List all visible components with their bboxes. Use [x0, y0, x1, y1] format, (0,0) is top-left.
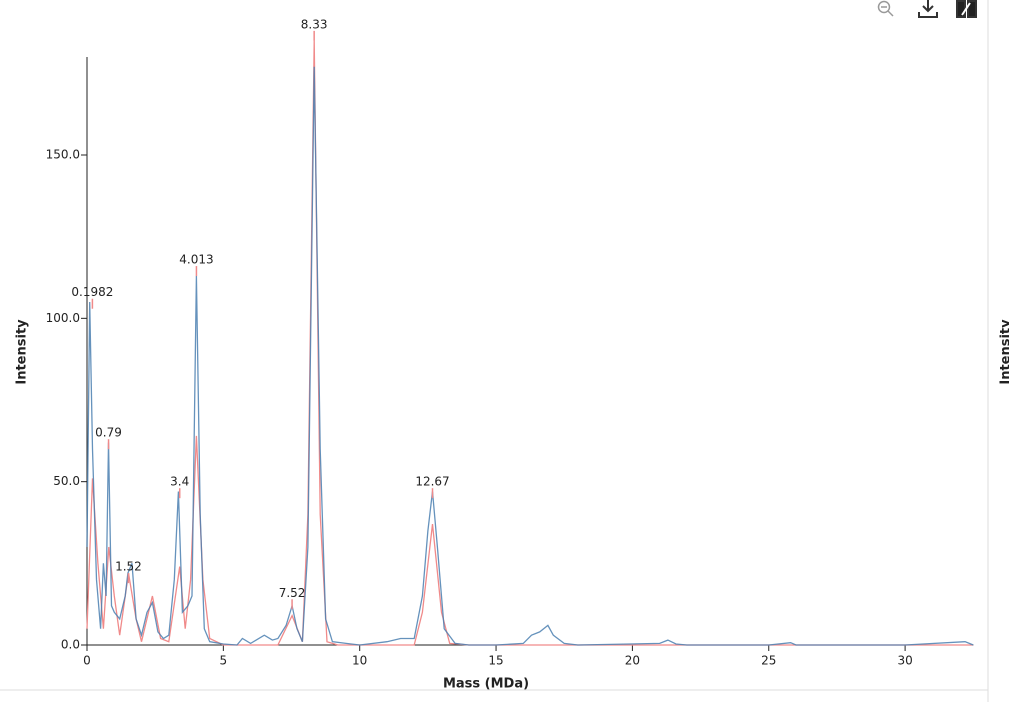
x-tick-label: 25	[761, 654, 776, 668]
toolbar[interactable]	[877, 0, 977, 18]
x-tick-label: 20	[625, 654, 640, 668]
y-axis-title: Intensity	[15, 319, 30, 385]
peak-label: 3.4	[170, 475, 189, 489]
x-tick-label: 30	[897, 654, 912, 668]
y-tick-label: 100.0	[46, 311, 80, 325]
peak-label: 0.79	[95, 426, 122, 440]
peak-label: 1.52	[115, 560, 142, 574]
y-tick-label: 50.0	[53, 474, 80, 488]
y-tick-label: 0.0	[61, 638, 80, 652]
peak-label: 7.52	[279, 586, 306, 600]
series-line	[86, 40, 974, 646]
x-tick-label: 0	[83, 654, 91, 668]
x-tick-label: 10	[352, 654, 367, 668]
x-axis-title: Mass (MDa)	[443, 677, 529, 692]
peak-label: 0.1982	[71, 285, 113, 299]
peak-label: 8.33	[301, 17, 328, 31]
adjacent-axis-title: Intensity	[999, 319, 1009, 385]
x-tick-label: 5	[220, 654, 228, 668]
x-tick-label: 15	[488, 654, 503, 668]
peak-label: 12.67	[415, 475, 449, 489]
series-line	[86, 66, 974, 646]
peak-label: 4.013	[179, 253, 213, 267]
zoom-button[interactable]	[877, 0, 894, 17]
split-button[interactable]	[956, 0, 977, 18]
download-button[interactable]	[918, 0, 938, 18]
y-tick-label: 150.0	[46, 148, 80, 162]
